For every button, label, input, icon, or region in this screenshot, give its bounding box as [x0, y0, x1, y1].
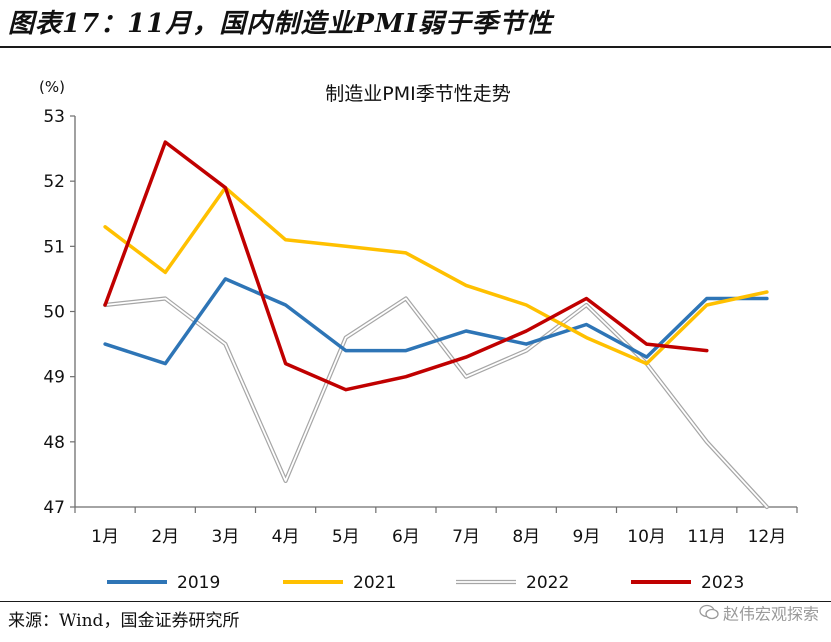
x-tick-label: 8月 [512, 527, 540, 547]
y-tick-label: 50 [43, 303, 65, 323]
y-tick-label: 51 [43, 237, 65, 257]
source-note: 来源：Wind，国金证券研究所 [8, 611, 240, 631]
x-tick-label: 7月 [452, 527, 480, 547]
y-axis-label: (%) [39, 78, 65, 96]
x-tick-label: 1月 [91, 527, 119, 547]
legend-label-2019: 2019 [177, 573, 220, 593]
y-tick-label: 49 [43, 368, 65, 388]
wechat-icon [699, 604, 719, 625]
watermark-text: 赵伟宏观探索 [722, 604, 819, 624]
series-line-inner-2022 [104, 297, 768, 508]
y-tick-label: 47 [43, 498, 65, 518]
x-tick-label: 2月 [151, 527, 179, 547]
x-tick-label: 4月 [272, 527, 300, 547]
pmi-line-chart: 制造业PMI季节性走势 (%) 47 48 49 50 51 52 53 1月 2月 3月 4月 5月 6月… [39, 78, 798, 593]
x-tick-label: 10月 [627, 527, 666, 547]
x-tick-label: 3月 [212, 527, 240, 547]
y-tick-label: 48 [43, 433, 65, 453]
legend-label-2021: 2021 [353, 573, 396, 593]
x-tick-label: 9月 [573, 527, 601, 547]
legend-label-2022: 2022 [526, 573, 569, 593]
chart-title: 制造业PMI季节性走势 [325, 83, 510, 105]
y-tick-label: 53 [43, 107, 65, 127]
legend-label-2023: 2023 [701, 573, 744, 593]
y-tick-label: 52 [43, 172, 65, 192]
series-line-2022 [103, 296, 769, 510]
source-divider [0, 601, 831, 602]
watermark: 赵伟宏观探索 [699, 604, 819, 625]
x-tick-label: 6月 [392, 527, 420, 547]
x-tick-label: 11月 [687, 527, 726, 547]
x-tick-label: 12月 [748, 527, 787, 547]
series-line-2023 [103, 140, 709, 392]
series-line-2019 [103, 277, 769, 366]
series-line-2021 [103, 185, 769, 366]
title-divider [0, 46, 831, 48]
x-tick-label: 5月 [332, 527, 360, 547]
figure-title: 图表17：11月，国内制造业PMI弱于季节性 [8, 9, 553, 39]
